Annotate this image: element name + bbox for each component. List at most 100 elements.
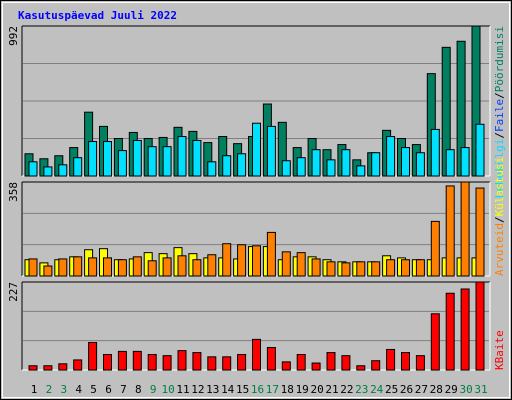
bar [88,141,98,177]
bar [58,164,68,177]
bar [266,231,276,277]
legend-entry: / [493,216,506,223]
bar [430,220,440,277]
legend-entry: Arvuteid [493,223,506,276]
bar [415,152,425,177]
bar [266,347,276,371]
bar [73,157,83,177]
bar [401,352,410,371]
x-tick-label: 24 [370,383,384,396]
bar [28,258,38,277]
bar [296,353,306,371]
bar [326,159,336,177]
bar [326,352,336,371]
bar [281,160,291,177]
bar [371,261,381,277]
bar [341,262,351,277]
bar [252,122,261,177]
bar [252,245,261,277]
bar [88,341,98,371]
bar [43,265,53,277]
bar [445,292,455,371]
bar [445,149,455,177]
bar [117,259,127,277]
bar [266,125,276,177]
bar [192,259,202,277]
x-tick-label: 14 [221,383,235,396]
x-tick-label: 13 [206,383,219,396]
bar [475,123,485,177]
x-tick-label: 15 [236,383,249,396]
x-tick-label: 11 [176,383,189,396]
bar [386,348,396,371]
bar [341,149,351,177]
bar [58,363,68,371]
bar [237,353,247,371]
legend-entry: Pöördumisi [493,26,506,92]
bar [311,149,321,177]
bar [177,350,187,371]
bar [73,256,83,277]
x-tick-label: 21 [325,383,338,396]
y-tick-label: 358 [7,182,20,202]
bar [386,136,396,177]
bar [147,146,157,177]
x-tick-label: 9 [150,383,157,396]
bar [296,157,306,177]
x-tick-label: 10 [161,383,174,396]
bar [460,288,470,371]
x-tick-label: 3 [60,383,67,396]
x-tick-label: 31 [474,383,487,396]
bar [43,166,53,177]
x-tick-label: 7 [120,383,127,396]
bar [356,165,366,177]
bar [162,257,172,277]
bar [475,281,485,371]
bar [132,256,142,277]
bar [162,146,172,177]
legend-entry: / [493,92,506,99]
bar [341,355,351,371]
legend: Arvuteid/Külastusi [493,157,506,276]
x-tick-label: 2 [46,383,53,396]
legend-entry: KBaite [493,330,506,370]
bar [222,155,232,177]
bar [177,136,187,177]
bar [117,350,127,371]
bar [401,147,410,177]
x-tick-label: 26 [400,383,413,396]
bar [58,258,68,277]
x-tick-label: 23 [355,383,368,396]
bar [281,251,291,277]
bar [430,313,440,371]
bar [147,260,157,277]
bar [460,147,470,177]
x-tick-label: 30 [459,383,472,396]
bar [475,187,485,277]
x-tick-label: 12 [191,383,204,396]
x-tick-label: 17 [266,383,279,396]
bar [73,359,83,371]
bar [28,365,38,371]
bar [460,181,470,277]
bar [207,254,217,277]
bar [311,258,321,277]
x-tick-label: 6 [105,383,112,396]
legend-entry: Külastusi [493,157,506,217]
x-tick-label: 29 [445,383,458,396]
bar [430,128,440,177]
legend: Lehekülgi/Faile/Pöördumisi [493,26,506,198]
bar [192,352,202,371]
bar [415,355,425,371]
x-tick-label: 20 [310,383,323,396]
x-tick-label: 4 [75,383,82,396]
legend-entry: / [493,132,506,139]
chart-title: Kasutuspäevad Juuli 2022 [18,9,177,22]
x-tick-label: 27 [415,383,428,396]
bar [103,353,112,371]
bar [445,185,455,277]
bar [103,141,112,177]
bar [386,259,396,277]
legend-entry: Lehekülgi [493,139,506,199]
